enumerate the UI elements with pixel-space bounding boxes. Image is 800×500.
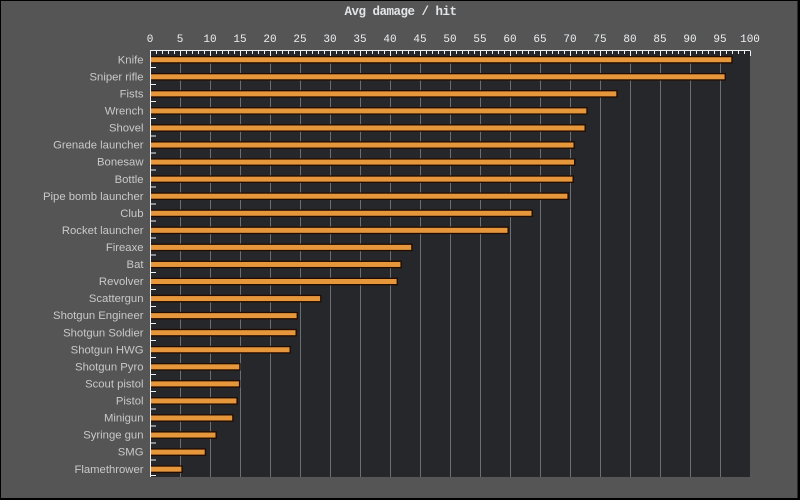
svg-text:35: 35 xyxy=(353,34,366,46)
svg-text:Sniper rifle: Sniper rifle xyxy=(90,71,144,83)
svg-text:55: 55 xyxy=(473,34,486,46)
svg-text:45: 45 xyxy=(413,34,426,46)
svg-text:Avg damage / hit: Avg damage / hit xyxy=(344,5,456,19)
svg-text:80: 80 xyxy=(623,34,636,46)
svg-text:Wrench: Wrench xyxy=(105,106,144,118)
svg-text:25: 25 xyxy=(293,34,306,46)
svg-text:85: 85 xyxy=(653,34,666,46)
svg-text:Scattergun: Scattergun xyxy=(89,293,144,305)
svg-text:Shotgun Pyro: Shotgun Pyro xyxy=(75,361,143,373)
svg-text:90: 90 xyxy=(683,34,696,46)
svg-text:10: 10 xyxy=(203,34,216,46)
svg-text:Minigun: Minigun xyxy=(104,413,144,425)
svg-text:15: 15 xyxy=(233,34,246,46)
svg-text:Club: Club xyxy=(120,208,143,220)
svg-text:Fireaxe: Fireaxe xyxy=(106,242,144,254)
svg-text:70: 70 xyxy=(563,34,576,46)
svg-text:Shotgun HWG: Shotgun HWG xyxy=(71,344,144,356)
svg-text:Shovel: Shovel xyxy=(109,123,144,135)
svg-text:Knife: Knife xyxy=(118,54,144,66)
svg-text:Shotgun Soldier: Shotgun Soldier xyxy=(63,327,144,339)
svg-text:60: 60 xyxy=(503,34,516,46)
svg-text:50: 50 xyxy=(443,34,456,46)
svg-text:Flamethrower: Flamethrower xyxy=(74,464,143,476)
svg-text:Pistol: Pistol xyxy=(116,396,144,408)
svg-text:40: 40 xyxy=(383,34,396,46)
svg-text:Shotgun Engineer: Shotgun Engineer xyxy=(53,310,144,322)
svg-text:Rocket launcher: Rocket launcher xyxy=(62,225,144,237)
svg-text:Scout pistol: Scout pistol xyxy=(85,378,143,390)
svg-text:SMG: SMG xyxy=(118,447,144,459)
svg-text:Bottle: Bottle xyxy=(115,174,144,186)
svg-text:0: 0 xyxy=(147,34,154,46)
svg-text:Syringe gun: Syringe gun xyxy=(83,430,143,442)
svg-text:30: 30 xyxy=(323,34,336,46)
svg-text:100: 100 xyxy=(740,34,760,46)
svg-text:Pipe bomb launcher: Pipe bomb launcher xyxy=(43,191,144,203)
svg-text:20: 20 xyxy=(263,34,276,46)
svg-text:Bat: Bat xyxy=(127,259,145,271)
svg-text:Revolver: Revolver xyxy=(99,276,144,288)
svg-text:65: 65 xyxy=(533,34,546,46)
svg-text:95: 95 xyxy=(713,34,726,46)
svg-text:5: 5 xyxy=(177,34,184,46)
svg-text:Bonesaw: Bonesaw xyxy=(97,157,144,169)
svg-text:Fists: Fists xyxy=(120,88,144,100)
svg-text:Grenade launcher: Grenade launcher xyxy=(53,140,144,152)
svg-text:75: 75 xyxy=(593,34,606,46)
